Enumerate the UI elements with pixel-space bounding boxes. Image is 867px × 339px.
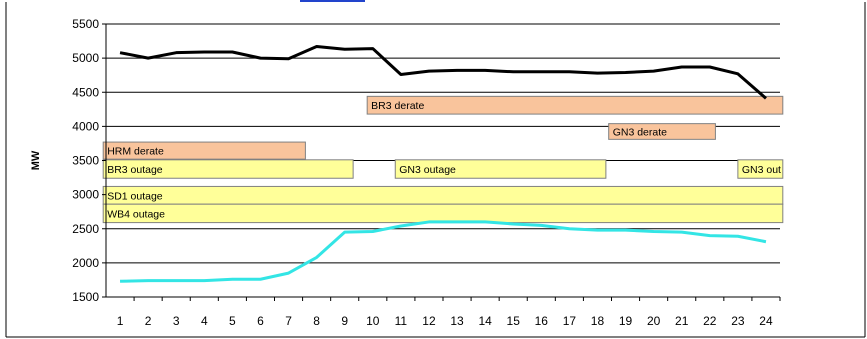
outage-bar-label: GN3 outage [399,164,456,176]
y-tick-label: 3500 [72,154,99,168]
outage-bar-label: GN3 derate [613,126,667,138]
x-tick-label: 1 [117,314,124,328]
outage-bar [737,159,784,179]
x-tick-label: 7 [285,314,292,328]
outage-bar-label: BR3 outage [107,164,163,176]
y-tick-label: 4500 [72,85,99,99]
x-tick-label: 21 [675,314,689,328]
x-tick-label: 18 [591,314,605,328]
x-tick-label: 20 [647,314,661,328]
x-tick-label: 15 [507,314,521,328]
outage-bar [102,159,354,179]
outage-bar-label: BR3 derate [371,100,424,112]
x-tick-label: 6 [257,314,264,328]
y-axis-label: MW [30,150,42,170]
y-tick-label: 4000 [72,119,99,133]
x-tick-label: 24 [759,314,773,328]
x-tick-label: 11 [395,314,408,328]
x-tick-label: 17 [563,314,577,328]
x-tick-label: 12 [422,314,436,328]
outage-bar [102,185,784,205]
x-tick-label: 14 [478,314,492,328]
outage-bar [102,203,784,224]
outage-bar [366,95,784,115]
outage-bar [394,159,607,179]
series-line [120,220,767,283]
x-tick-label: 13 [450,314,464,328]
x-tick-label: 4 [201,314,208,328]
x-tick-label: 3 [173,314,180,328]
outage-bar-label: GN3 out [742,164,781,176]
x-tick-label: 19 [619,314,633,328]
series-line [119,45,767,100]
x-tick-label: 2 [145,314,152,328]
x-tick-label: 22 [703,314,717,328]
outage-bar-label: WB4 outage [107,208,165,220]
y-tick-label: 2500 [72,222,99,236]
x-tick-label: 8 [313,314,320,328]
outage-bar [608,123,716,140]
outage-bar-label: HRM derate [107,146,164,158]
x-tick-label: 16 [535,314,549,328]
y-tick-label: 5000 [72,51,99,65]
x-tick-label: 23 [731,314,745,328]
outage-bars: BR3 derate GN3 derate HRM derate BR3 outage… [102,95,784,224]
y-tick-label: 1500 [72,290,99,304]
x-tick-label: 10 [366,314,380,328]
y-tick-label: 5500 [72,17,99,31]
outage-bar [102,141,306,160]
outage-bar-label: SD1 outage [107,190,163,202]
y-tick-label: 3000 [72,188,99,202]
y-tick-label: 2000 [72,256,99,270]
x-tick-label: 9 [341,314,348,328]
series-lines [119,45,767,283]
x-tick-label: 5 [229,314,236,328]
